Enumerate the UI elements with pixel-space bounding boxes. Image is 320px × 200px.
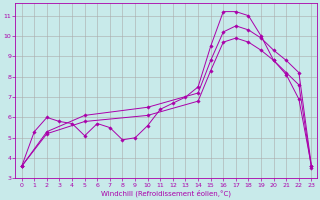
X-axis label: Windchill (Refroidissement éolien,°C): Windchill (Refroidissement éolien,°C) [101,189,231,197]
